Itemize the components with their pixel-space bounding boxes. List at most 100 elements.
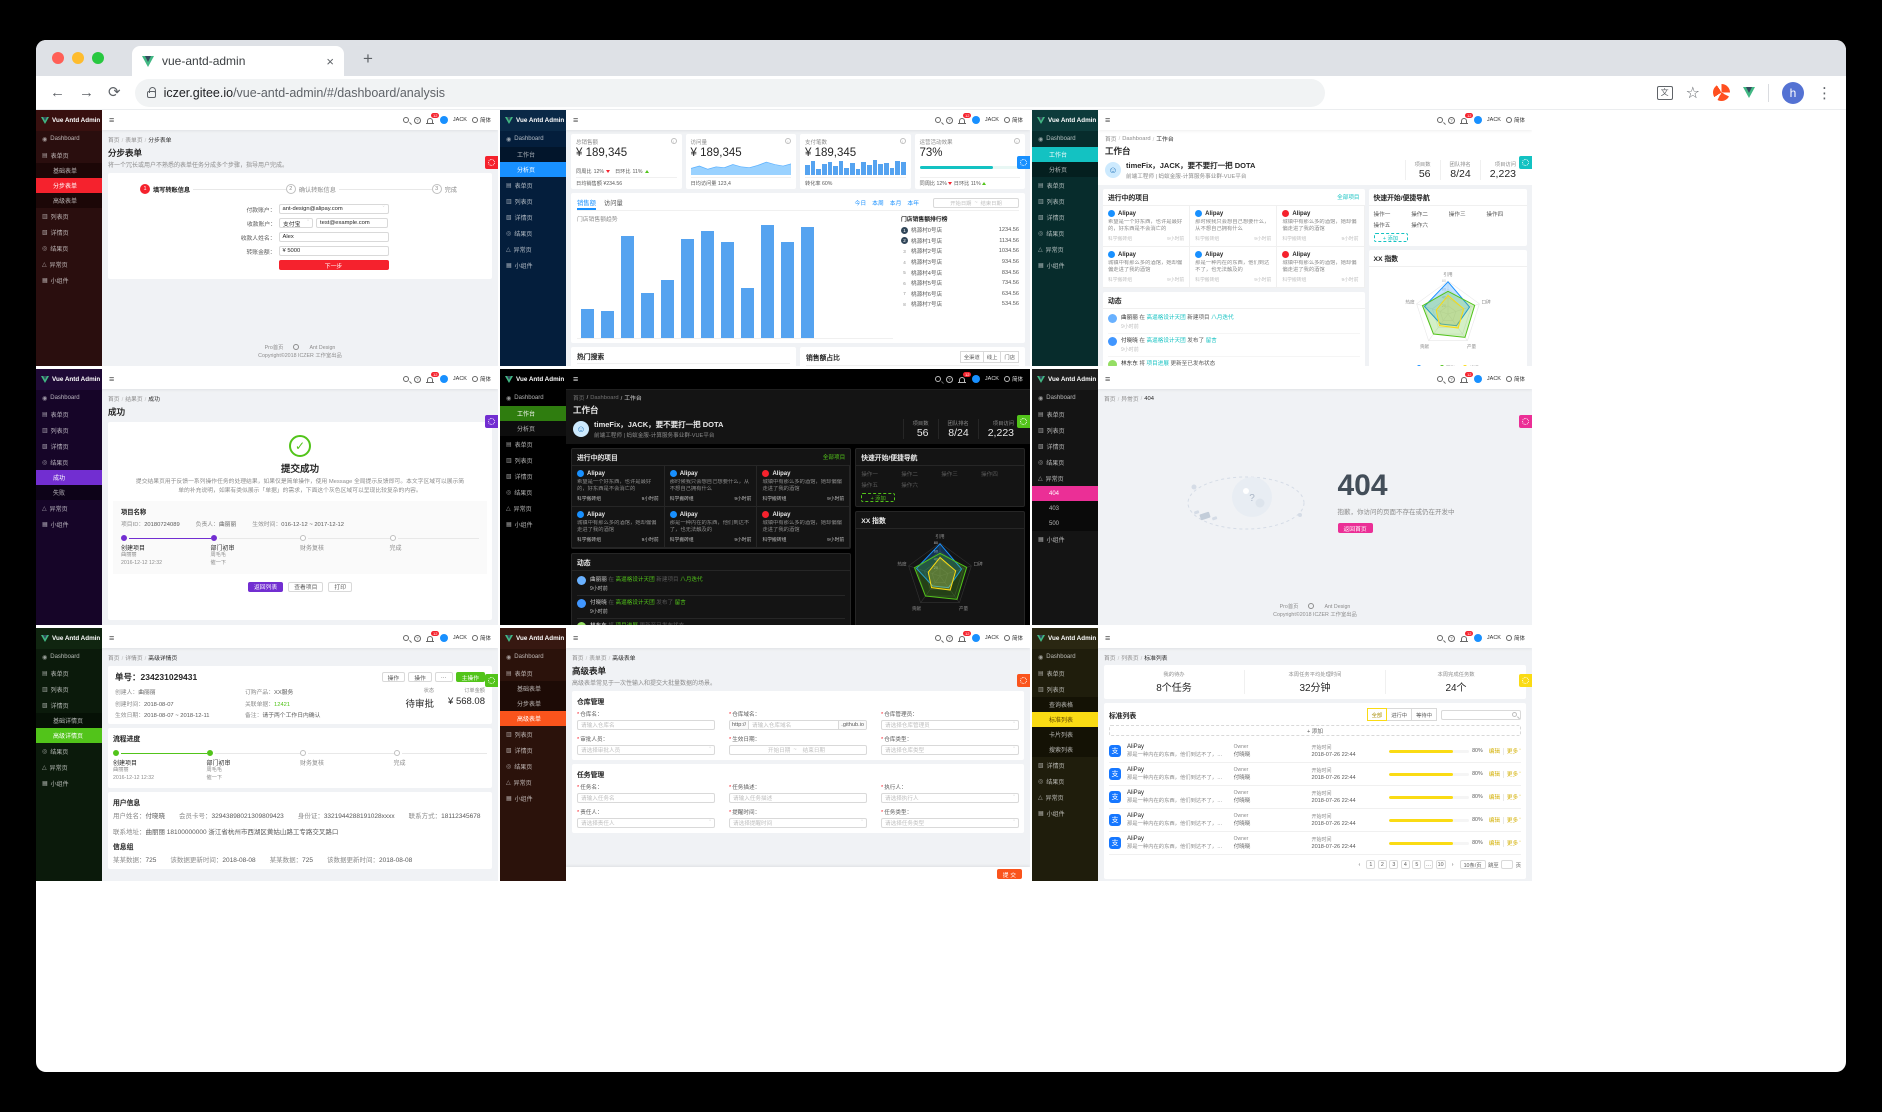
sidebar-subitem[interactable]: 基础表单 <box>500 681 566 696</box>
page-number-button[interactable]: … <box>1423 860 1434 869</box>
feed-item[interactable]: 付晓晓 在 高逼格设计天团 发布了 留言 9小时前 <box>1108 334 1360 357</box>
user-name[interactable]: JACK <box>984 376 999 382</box>
quick-op-link[interactable]: 操作一 <box>861 472 878 478</box>
sidebar-item[interactable]: ◎ 结果页 <box>500 484 566 500</box>
sidebar-item[interactable]: △ 异常页 <box>36 500 102 516</box>
search-icon[interactable] <box>1436 117 1443 123</box>
window-controls[interactable] <box>52 52 104 64</box>
sidebar-subitem[interactable]: 查询表格 <box>1032 697 1098 712</box>
sidebar-item[interactable]: ◉ Dashboard <box>500 390 566 406</box>
menu-fold-icon[interactable]: ≡ <box>109 115 115 125</box>
list-search-input[interactable] <box>1441 709 1521 720</box>
feed-link[interactable]: 高逼格设计天团 <box>1146 315 1186 321</box>
minimize-window-button[interactable] <box>72 52 84 64</box>
user-name[interactable]: JACK <box>452 635 467 641</box>
edit-link[interactable]: 编辑 <box>1488 772 1500 778</box>
more-link[interactable]: 更多 <box>1507 770 1521 778</box>
range-link[interactable]: 今日 <box>854 201 867 207</box>
breadcrumb[interactable]: 首页详情页高级详情页 <box>108 653 492 662</box>
page-number-button[interactable]: 5 <box>1412 860 1422 869</box>
theme-settings-gear[interactable] <box>1519 415 1532 428</box>
user-avatar[interactable] <box>439 116 448 124</box>
user-avatar[interactable] <box>971 116 980 124</box>
sidebar-subitem[interactable]: 成功 <box>36 470 102 485</box>
range-link[interactable]: 本年 <box>907 201 919 207</box>
sidebar-item[interactable]: ◉ Dashboard <box>500 131 566 147</box>
form-input[interactable]: 请选择仓库管理员 <box>881 720 1019 730</box>
user-avatar[interactable] <box>439 634 448 642</box>
payee-name-input[interactable]: Alex <box>278 232 389 242</box>
language-switcher[interactable]: 简体 <box>1003 375 1023 383</box>
form-input[interactable]: 请选择责任人 <box>577 818 715 828</box>
ranking-row[interactable]: 2 桃源村1号店 1134.56 <box>901 236 1019 247</box>
sidebar-item[interactable]: ◉ Dashboard <box>36 649 102 665</box>
menu-fold-icon[interactable]: ≡ <box>109 374 115 384</box>
quick-op-link[interactable]: 操作六 <box>901 483 918 489</box>
help-icon[interactable]: ? <box>945 116 953 124</box>
ranking-row[interactable]: 5 桃源村4号店 834.56 <box>903 269 1019 277</box>
add-item-button[interactable]: + 添加 <box>1109 725 1521 736</box>
help-icon[interactable]: ? <box>413 116 421 124</box>
user-name[interactable]: JACK <box>1486 117 1501 123</box>
form-input[interactable]: 请选择仓库类型 <box>881 745 1019 755</box>
theme-settings-gear[interactable] <box>485 415 498 428</box>
feed-link[interactable]: 高逼格设计天团 <box>615 599 655 606</box>
range-link[interactable]: 本周 <box>872 201 884 207</box>
notifications-bell-icon[interactable]: 12 <box>426 630 439 643</box>
sidebar-item[interactable]: ▦ 小组件 <box>500 516 566 532</box>
sidebar-item[interactable]: ▥ 列表页 <box>36 422 102 438</box>
menu-fold-icon[interactable]: ≡ <box>573 115 579 125</box>
info-icon[interactable]: i <box>670 138 677 144</box>
sidebar-item[interactable]: ◎ 结果页 <box>36 743 102 759</box>
app-logo[interactable]: Vue Antd Admin <box>500 628 566 649</box>
breadcrumb[interactable]: 首页表单页高级表单 <box>572 653 1024 662</box>
project-card[interactable]: Alipay 希望是一个好东西，也许是最好的，好东西是不会消亡的 科学搬砖组 9小… <box>572 466 665 507</box>
github-icon[interactable] <box>293 344 300 350</box>
sidebar-item[interactable]: ▦ 小组件 <box>1032 531 1098 547</box>
menu-fold-icon[interactable]: ≡ <box>573 374 579 384</box>
feed-link[interactable]: 留言 <box>674 599 686 606</box>
footer-link[interactable]: Pro首页 <box>264 345 284 351</box>
more-link[interactable]: 更多 <box>1507 816 1521 824</box>
project-group-link[interactable]: 科学搬砖组 <box>762 497 787 502</box>
quick-op-link[interactable]: 操作五 <box>1373 223 1391 229</box>
feed-link[interactable]: 项目进展 <box>616 623 638 625</box>
sidebar-item[interactable]: ▤ 表单页 <box>1032 406 1098 422</box>
sidebar-item[interactable]: ▤ 表单页 <box>500 177 566 193</box>
edit-link[interactable]: 编辑 <box>1488 749 1500 755</box>
app-logo[interactable]: Vue Antd Admin <box>1032 110 1098 131</box>
project-card[interactable]: Alipay 城镇中有那么多的酒馆，她却偏偏走进了我的酒馆 科学搬砖组 9小时前 <box>1277 247 1365 288</box>
chart-tab[interactable]: 销售额 <box>577 197 596 208</box>
sidebar-item[interactable]: ◉ Dashboard <box>36 390 102 406</box>
project-group-link[interactable]: 科学搬砖组 <box>762 538 787 543</box>
sidebar-item[interactable]: ▦ 小组件 <box>500 257 566 273</box>
project-card[interactable]: Alipay 那时候我只会想自己想要什么，从不想自己拥有什么 科学搬砖组 9小时前 <box>664 466 758 507</box>
sidebar-subitem[interactable]: 404 <box>1032 486 1098 501</box>
address-bar[interactable]: iczer.gitee.io/vue-antd-admin/#/dashboar… <box>134 78 1325 107</box>
sidebar-subitem[interactable]: 基础表单 <box>36 163 102 178</box>
sidebar-subitem[interactable]: 高级表单 <box>500 711 566 726</box>
notifications-bell-icon[interactable]: 12 <box>1460 112 1473 125</box>
user-avatar[interactable] <box>971 634 980 642</box>
filter-button[interactable]: 进行中 <box>1387 708 1413 721</box>
form-input[interactable]: 请选择审批人员 <box>577 745 715 755</box>
user-name[interactable]: JACK <box>452 117 467 123</box>
sidebar-item[interactable]: ▥ 列表页 <box>36 681 102 697</box>
app-logo[interactable]: Vue Antd Admin <box>36 110 102 131</box>
back-to-list-button[interactable]: 返回列表 <box>247 581 284 592</box>
help-icon[interactable]: ? <box>1447 116 1455 124</box>
ranking-row[interactable]: 1 桃源村0号店 1234.56 <box>901 225 1019 236</box>
info-icon[interactable]: i <box>785 138 791 144</box>
sidebar-subitem[interactable]: 卡片列表 <box>1032 727 1098 742</box>
sidebar-item[interactable]: △ 异常页 <box>1032 470 1098 486</box>
sidebar-item[interactable]: ▦ 小组件 <box>36 272 102 288</box>
app-logo[interactable]: Vue Antd Admin <box>500 369 566 390</box>
page-number-button[interactable]: 1 <box>1366 860 1376 869</box>
sidebar-item[interactable]: ◎ 结果页 <box>1032 773 1098 789</box>
project-card[interactable]: Alipay 城镇中有那么多的酒馆，她却偏偏走进了我的酒馆 科学搬砖组 9小时前 <box>1103 247 1191 288</box>
language-switcher[interactable]: 简体 <box>1505 634 1525 642</box>
project-group-link[interactable]: 科学搬砖组 <box>577 497 601 502</box>
form-input[interactable]: 请选择执行人 <box>881 793 1019 803</box>
sidebar-item[interactable]: ◎ 结果页 <box>500 225 566 241</box>
